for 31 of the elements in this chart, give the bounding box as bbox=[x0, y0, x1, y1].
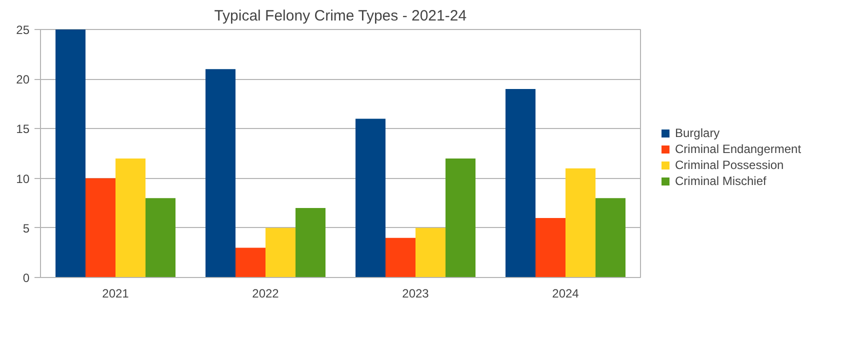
y-tick-label: 15 bbox=[16, 122, 30, 136]
bar bbox=[356, 118, 386, 278]
bar bbox=[386, 238, 416, 278]
bar bbox=[416, 228, 446, 278]
bar bbox=[206, 69, 236, 278]
legend-label: Criminal Mischief bbox=[675, 174, 766, 188]
y-tick-label: 10 bbox=[16, 172, 30, 186]
x-tick-label: 2024 bbox=[552, 286, 580, 300]
legend-label: Burglary bbox=[675, 126, 720, 140]
bar bbox=[536, 218, 566, 278]
bar bbox=[506, 89, 536, 278]
bar bbox=[236, 248, 266, 278]
legend-label: Criminal Possession bbox=[675, 158, 784, 172]
bar bbox=[446, 158, 476, 278]
y-tick-label: 5 bbox=[22, 221, 30, 236]
chart-title: Typical Felony Crime Types - 2021-24 bbox=[214, 8, 467, 24]
x-tick-label: 2022 bbox=[252, 286, 280, 300]
bar bbox=[296, 208, 326, 278]
y-tick-label: 25 bbox=[16, 23, 30, 37]
x-tick-label: 2021 bbox=[102, 286, 130, 300]
y-tick-label: 20 bbox=[16, 72, 30, 87]
y-tick-label: 0 bbox=[22, 271, 30, 285]
bar bbox=[56, 30, 86, 278]
legend-label: Criminal Endangerment bbox=[675, 142, 802, 156]
x-tick-label: 2023 bbox=[402, 286, 430, 300]
bar bbox=[86, 178, 116, 278]
bar bbox=[266, 228, 296, 278]
bar bbox=[116, 158, 146, 278]
bar bbox=[596, 198, 626, 278]
bar bbox=[146, 198, 176, 278]
bar bbox=[566, 168, 596, 278]
